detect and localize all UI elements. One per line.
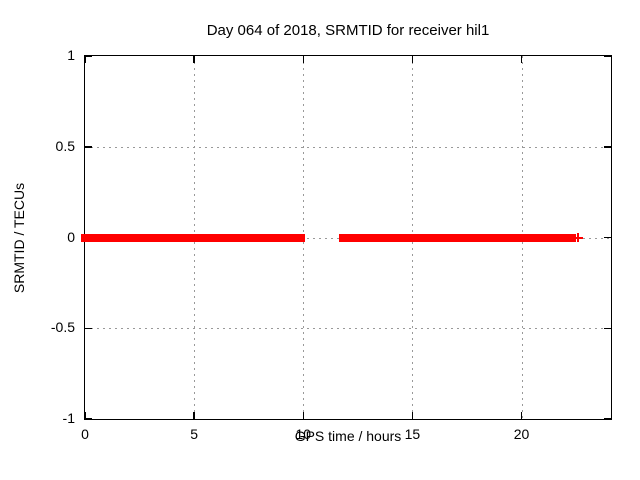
data-segment [81, 233, 306, 242]
gridline-y--0.5 [85, 328, 611, 330]
x-axis-label: GPS time / hours [294, 428, 402, 444]
chart-title: Day 064 of 2018, SRMTID for receiver hil… [206, 22, 490, 39]
x-tick-bottom [302, 412, 304, 419]
y-tick-right [604, 327, 611, 329]
x-tick-bottom [411, 412, 414, 419]
y-tick-label: -0.5 [50, 319, 75, 336]
x-tick-top [193, 56, 195, 63]
x-tick-bottom [520, 412, 523, 419]
x-tick-top [84, 56, 86, 63]
gridline-y-0.5 [85, 146, 611, 148]
data-segment [338, 233, 576, 242]
x-tick-top [411, 56, 414, 63]
x-tick-bottom [84, 412, 86, 419]
y-tick-left [85, 55, 92, 57]
x-tick-top [520, 56, 523, 63]
y-tick-label: -1 [62, 410, 75, 426]
y-tick-left [85, 327, 92, 329]
y-tick-right [604, 55, 611, 57]
y-tick-label: 0.5 [55, 137, 75, 154]
x-tick-label: 15 [404, 426, 421, 442]
x-tick-label: 5 [190, 426, 199, 442]
x-tick-top [302, 56, 304, 63]
y-tick-label: 0 [67, 228, 75, 245]
y-tick-right [604, 418, 611, 420]
y-tick-label: 1 [67, 47, 75, 63]
y-tick-left [85, 418, 92, 420]
x-tick-label: 10 [295, 426, 312, 442]
data-point-plus [577, 233, 580, 242]
x-tick-bottom [193, 412, 195, 419]
plot-area: Day 064 of 2018, SRMTID for receiver hil… [11, 22, 612, 444]
x-tick-label: 0 [81, 426, 89, 442]
y-tick-left [85, 146, 92, 148]
y-tick-right [604, 146, 611, 148]
x-tick-label: 20 [513, 426, 530, 442]
y-tick-right [604, 236, 611, 239]
